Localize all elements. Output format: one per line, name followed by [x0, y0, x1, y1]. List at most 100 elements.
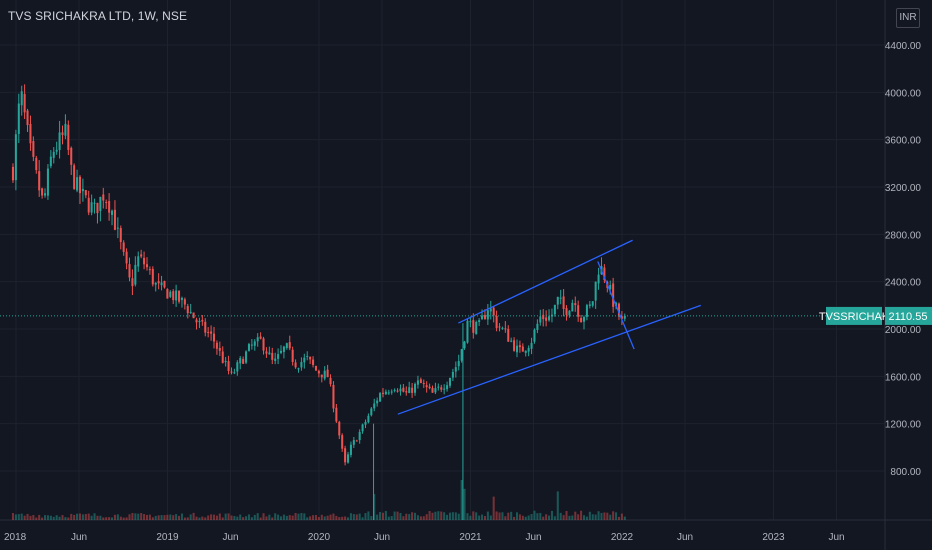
volume-bar [309, 516, 312, 520]
volume-bar [393, 511, 396, 520]
trendlines[interactable] [397, 239, 701, 415]
volume-bar [612, 511, 615, 520]
volume-bar [93, 513, 96, 520]
y-tick-label: 3600.00 [885, 136, 922, 147]
candle-body [495, 315, 498, 329]
candle-body [178, 290, 181, 302]
volume-bar [157, 515, 160, 520]
volume-bar [113, 514, 116, 520]
volume-bar [262, 513, 265, 520]
currency-button[interactable]: INR [896, 8, 920, 28]
volume-bar [483, 516, 486, 520]
candle-body [451, 371, 454, 378]
candle-body [96, 202, 99, 214]
channel-lower[interactable] [397, 304, 701, 415]
volume-bar [527, 515, 530, 520]
volume-bar [312, 515, 315, 520]
volume-bar [96, 515, 99, 520]
volume-bar [620, 513, 623, 520]
x-tick-label: Jun [222, 532, 238, 543]
volume-bar [274, 513, 277, 520]
volume-bar [405, 513, 408, 520]
volume-bar [460, 480, 463, 520]
candle-body [78, 176, 81, 194]
volume-bar [189, 514, 192, 520]
last-price-tag: TVSSRICHAK 2110.55 [819, 306, 932, 325]
volume-bar [265, 516, 268, 520]
volume-bar [148, 514, 151, 520]
volume-bar [513, 516, 516, 520]
volume-bar [606, 512, 609, 520]
candle-body [478, 320, 481, 322]
candle-body [571, 302, 574, 312]
candle-body [160, 282, 163, 286]
candle-body [93, 202, 96, 204]
candle-body [469, 321, 472, 323]
candle-body [475, 321, 478, 335]
candle-body [603, 267, 606, 281]
chart-title: TVS SRICHAKRA LTD, 1W, NSE [8, 9, 188, 23]
candle-body [189, 311, 192, 314]
candle-body [425, 385, 428, 388]
volume-bar [212, 514, 216, 520]
volume-bar [67, 517, 70, 520]
volume-bar [70, 513, 73, 520]
candle-body [443, 388, 446, 390]
candle-body [233, 372, 236, 374]
candle-body [358, 431, 361, 441]
volume-bar [396, 511, 399, 520]
candle-body [565, 308, 568, 315]
candle-body [312, 359, 315, 365]
volume-bar [26, 513, 29, 520]
volume-bar [285, 515, 288, 520]
volume-bar [454, 512, 457, 520]
candle-body [393, 389, 396, 391]
volume-bar [84, 514, 87, 520]
channel-upper[interactable] [458, 239, 633, 324]
candle-body [530, 342, 533, 349]
volume-bar [440, 511, 443, 520]
candle-body [46, 168, 49, 196]
volume-bar [20, 513, 23, 520]
volume-bar [565, 510, 568, 520]
time-axis[interactable]: 2018 Jun 2019 Jun 2020 Jun 2021 Jun 2022 Jun 2023 J… [4, 532, 845, 543]
candle-body [513, 340, 516, 351]
volume-bar [183, 517, 186, 520]
volume-bar [580, 510, 583, 520]
candle-body [381, 392, 384, 394]
candle-body [300, 362, 303, 368]
price-axis[interactable]: 800.00 1200.00 1600.00 2000.00 2400.00 2800.0… [885, 41, 922, 478]
volume-bar [346, 517, 350, 520]
candle-body [26, 110, 29, 126]
candle-body [329, 377, 332, 385]
volume-bar [370, 516, 373, 520]
volume-bar [489, 515, 492, 520]
candle-body [434, 388, 437, 393]
candle-body [291, 349, 294, 362]
candle-body [448, 377, 452, 386]
candle-body [212, 333, 216, 342]
candle-body [440, 387, 443, 390]
volume-bar [81, 514, 84, 520]
volume-bar [46, 515, 49, 520]
candle-body [242, 359, 245, 364]
candle-body [84, 190, 87, 196]
falling-trendline[interactable] [597, 261, 635, 350]
volume-bar [291, 515, 294, 520]
candle-body [201, 319, 204, 322]
volume-bar [457, 513, 460, 520]
candle-body [119, 228, 122, 243]
volume-bar [341, 516, 344, 520]
candle-body [577, 305, 580, 317]
volume-bar [90, 515, 93, 520]
candle-body [180, 297, 183, 300]
volume-bar [326, 515, 329, 520]
volume-bar [521, 515, 524, 520]
candle-body [175, 290, 178, 301]
candle-body [259, 336, 262, 339]
volume-bar [542, 516, 545, 520]
volume-bar [151, 517, 154, 520]
candle-body [524, 350, 527, 353]
